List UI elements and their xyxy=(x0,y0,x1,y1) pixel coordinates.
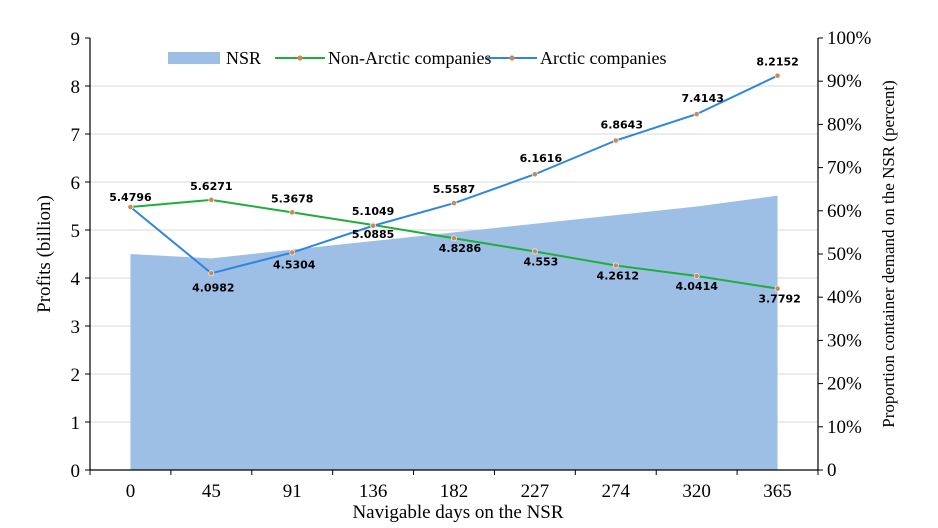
y2-tick-label: 80% xyxy=(827,114,862,135)
legend-marker-arctic xyxy=(509,55,515,61)
x-tick-label: 320 xyxy=(682,481,711,502)
arctic-companies-point xyxy=(612,137,619,144)
y2-axis-title: Proportion container demand on the NSR (… xyxy=(879,80,898,427)
non-arctic-label: 4.2612 xyxy=(597,269,639,282)
y2-tick-label: 30% xyxy=(827,330,862,351)
line-series-layer xyxy=(127,72,781,292)
arctic-companies-point xyxy=(693,111,700,118)
non-arctic-label: 5.3678 xyxy=(271,192,313,205)
y-tick-label: 3 xyxy=(71,317,81,338)
non-arctic-companies-point xyxy=(693,273,700,279)
non-arctic-companies-point xyxy=(612,262,619,269)
arctic-companies-point xyxy=(531,171,538,178)
y-tick-label: 8 xyxy=(71,77,81,98)
arctic-companies-point xyxy=(774,72,781,79)
non-arctic-companies-point xyxy=(208,196,215,203)
arctic-companies-point xyxy=(208,270,215,277)
y-tick-label: 6 xyxy=(71,173,81,194)
non-arctic-companies-point xyxy=(451,235,457,242)
y2-tick-label: 0 xyxy=(827,460,837,481)
arctic-label: 5.5587 xyxy=(433,183,475,196)
non-arctic-label: 3.7792 xyxy=(758,293,800,306)
y2-tick-label: 60% xyxy=(827,201,862,222)
data-labels: 5.4796 5.6271 5.3678 5.1049 4.8286 4.553 4.261… xyxy=(109,56,801,306)
y-tick-label: 7 xyxy=(71,125,81,146)
arctic-companies-point xyxy=(127,204,134,210)
arctic-label: 4.0982 xyxy=(192,281,234,294)
non-arctic-label: 4.0414 xyxy=(675,280,718,293)
legend-label-nsr: NSR xyxy=(226,48,261,68)
arctic-companies-point xyxy=(370,222,377,229)
y-tick-label: 0 xyxy=(71,461,81,482)
non-arctic-companies-point xyxy=(774,285,781,292)
legend-swatch-nsr xyxy=(168,52,220,64)
y-tick-label: 9 xyxy=(71,29,81,50)
y2-tick-label: 100% xyxy=(827,28,872,49)
non-arctic-label: 5.4796 xyxy=(109,191,152,204)
axes: 0123456789010%20%30%40%50%60%70%80%90%10… xyxy=(71,28,872,502)
arctic-label: 8.2152 xyxy=(756,56,798,69)
arctic-label: 6.8643 xyxy=(601,119,643,132)
y2-tick-label: 10% xyxy=(827,417,862,438)
legend-marker-non-arctic xyxy=(297,55,303,61)
y-tick-label: 4 xyxy=(71,269,81,290)
y2-tick-label: 90% xyxy=(827,71,862,92)
y2-tick-label: 50% xyxy=(827,244,862,265)
y2-tick-label: 40% xyxy=(827,287,862,308)
y-tick-label: 5 xyxy=(71,221,81,242)
non-arctic-label: 4.8286 xyxy=(439,242,482,255)
legend-label-non-arctic: Non-Arctic companies xyxy=(328,48,491,68)
arctic-label: 5.0885 xyxy=(352,228,394,241)
x-tick-label: 91 xyxy=(283,481,302,502)
x-tick-label: 0 xyxy=(126,481,136,502)
x-axis-title: Navigable days on the NSR xyxy=(352,502,563,523)
x-tick-label: 365 xyxy=(763,481,792,502)
y-axis-title: Profits (billion) xyxy=(34,195,55,313)
y2-tick-label: 70% xyxy=(827,158,862,179)
legend-label-arctic: Arctic companies xyxy=(540,48,666,68)
y2-tick-label: 20% xyxy=(827,374,862,395)
x-tick-label: 136 xyxy=(359,481,388,502)
x-tick-label: 274 xyxy=(602,481,631,502)
non-arctic-companies-point xyxy=(531,248,538,255)
arctic-companies-point xyxy=(451,200,457,207)
non-arctic-label: 4.553 xyxy=(523,255,558,268)
x-tick-label: 182 xyxy=(440,481,469,502)
non-arctic-label: 5.1049 xyxy=(352,205,394,218)
y-tick-label: 2 xyxy=(71,365,81,386)
non-arctic-companies-point xyxy=(289,209,296,216)
x-tick-label: 227 xyxy=(521,481,550,502)
arctic-companies-point xyxy=(289,249,296,256)
x-tick-label: 45 xyxy=(202,481,221,502)
legend: NSR Non-Arctic companies Arctic companies xyxy=(168,48,666,68)
arctic-label: 7.4143 xyxy=(681,92,723,105)
y-tick-label: 1 xyxy=(71,413,81,434)
arctic-label: 6.1616 xyxy=(520,152,563,165)
non-arctic-label: 5.6271 xyxy=(190,180,232,193)
arctic-label: 4.5304 xyxy=(273,259,316,272)
